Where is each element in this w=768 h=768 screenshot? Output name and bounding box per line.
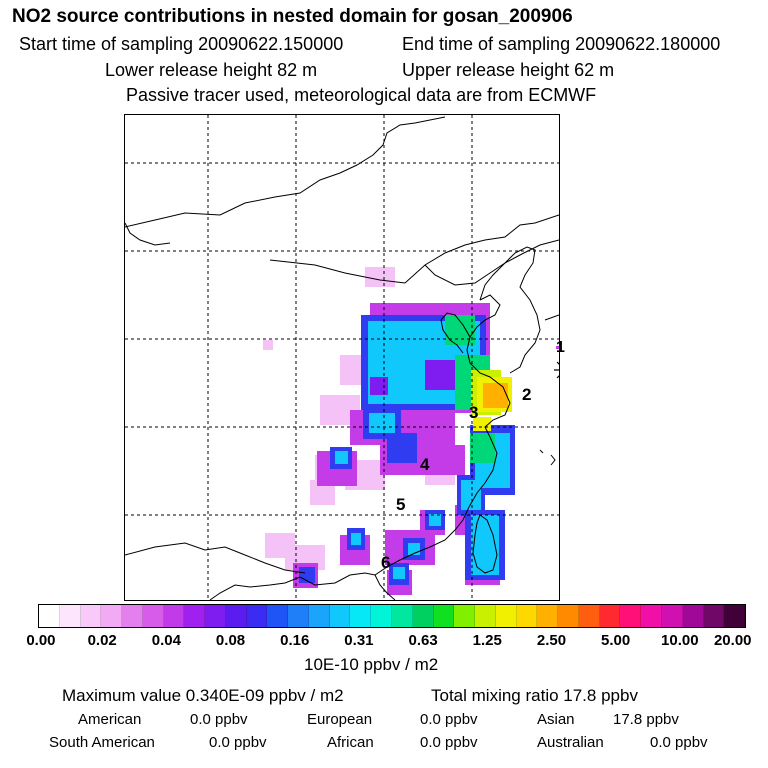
- colorbar-segment: [122, 605, 143, 627]
- colorbar-segment: [661, 605, 683, 627]
- region-value: 0.0 ppbv: [420, 734, 478, 751]
- colorbar-segment: [599, 605, 621, 627]
- region-label: African: [327, 734, 374, 751]
- colorbar-segment: [558, 605, 579, 627]
- map-svg: [125, 115, 559, 600]
- colorbar-segment: [246, 605, 268, 627]
- colorbar-segment: [682, 605, 704, 627]
- colorbar-tick-label: 0.04: [151, 632, 181, 649]
- map-label-2: 2: [522, 385, 532, 404]
- colorbar-segment: [454, 605, 476, 627]
- colorbar-tick-label: 20.00: [713, 632, 752, 649]
- region-value: 17.8 ppbv: [613, 711, 679, 728]
- colorbar-segment: [308, 605, 330, 627]
- region-value: 0.0 ppbv: [420, 711, 478, 728]
- colorbar-tick-label: 5.00: [601, 632, 631, 649]
- colorbar-tick-label: 1.25: [472, 632, 502, 649]
- colorbar-segment: [80, 605, 102, 627]
- plume-layer: [263, 267, 515, 595]
- region-value: 0.0 ppbv: [650, 734, 708, 751]
- colorbar-segment: [205, 605, 226, 627]
- colorbar-tick-label: 0.02: [87, 632, 117, 649]
- region-label: American: [78, 711, 142, 728]
- colorbar-tick-label: 0.00: [26, 632, 56, 649]
- region-label: Australian: [537, 734, 604, 751]
- colorbar-tick-label: 0.63: [408, 632, 438, 649]
- colorbar-tick-label: 0.16: [280, 632, 310, 649]
- colorbar-segment: [267, 605, 289, 627]
- colorbar-tick-label: 2.50: [536, 632, 567, 649]
- region-value: 0.0 ppbv: [209, 734, 267, 751]
- colorbar-segment: [371, 605, 393, 627]
- lower-height-text: Lower release height 82 m: [105, 60, 318, 80]
- colorbar: [38, 604, 746, 628]
- colorbar-segment: [350, 605, 372, 627]
- colorbar-segment: [392, 605, 413, 627]
- colorbar-segment: [59, 605, 81, 627]
- colorbar-segment: [703, 605, 725, 627]
- colorbar-segment: [184, 605, 206, 627]
- colorbar-tick-label: 10.00: [661, 632, 699, 649]
- map-label-3: 3: [469, 403, 479, 422]
- colorbar-segment: [537, 605, 559, 627]
- colorbar-tick-label: 0.31: [344, 632, 374, 649]
- colorbar-segment: [225, 605, 247, 627]
- max-value-text: Maximum value 0.340E-09 ppbv / m2: [62, 686, 344, 705]
- colorbar-segment: [433, 605, 455, 627]
- colorbar-segment: [163, 605, 185, 627]
- map-label-4: 4: [420, 455, 430, 474]
- region-value: 0.0 ppbv: [190, 711, 248, 728]
- colorbar-segment: [101, 605, 123, 627]
- colorbar-segment: [724, 605, 746, 627]
- colorbar-segment: [495, 605, 517, 627]
- colorbar-segment: [412, 605, 434, 627]
- colorbar-tick-label: 0.08: [215, 632, 246, 649]
- start-time-text: Start time of sampling 20090622.150000: [19, 34, 344, 54]
- upper-height-text: Upper release height 62 m: [402, 60, 615, 80]
- colorbar-segment: [641, 605, 662, 627]
- colorbar-segment: [329, 605, 351, 627]
- end-time-text: End time of sampling 20090622.180000: [402, 34, 721, 54]
- map-panel: [124, 114, 560, 601]
- tracer-note-text: Passive tracer used, meteorological data…: [126, 85, 597, 105]
- colorbar-segment: [288, 605, 309, 627]
- region-label: South American: [49, 734, 155, 751]
- colorbar-segment: [516, 605, 538, 627]
- total-mixing-text: Total mixing ratio 17.8 ppbv: [431, 686, 638, 705]
- region-label: Asian: [537, 711, 575, 728]
- colorbar-segment: [578, 605, 600, 627]
- colorbar-segment: [142, 605, 164, 627]
- asterisk-icon: [554, 361, 559, 379]
- map-label-6: 6: [381, 553, 391, 572]
- colorbar-unit: 10E-10 ppbv / m2: [304, 655, 439, 674]
- colorbar-segment: [39, 605, 60, 627]
- grid-lines: [125, 115, 559, 600]
- colorbar-segment: [620, 605, 642, 627]
- map-label-1: 1: [556, 339, 565, 356]
- colorbar-segment: [475, 605, 496, 627]
- region-label: European: [307, 711, 373, 728]
- map-label-5: 5: [396, 495, 406, 514]
- chart-title: NO2 source contributions in nested domai…: [12, 6, 573, 27]
